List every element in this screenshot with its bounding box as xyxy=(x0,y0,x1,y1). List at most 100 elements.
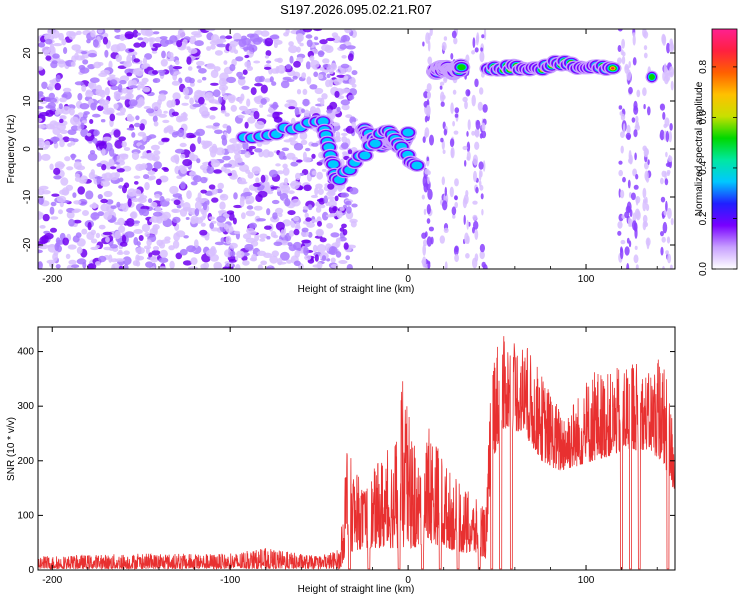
noise-speck xyxy=(184,95,190,100)
snr-panel: -200 -100 0 100 0 100 200 300 400 Height of stra… xyxy=(6,326,676,595)
y-tick-label: -10 xyxy=(22,189,33,204)
noise-speck xyxy=(76,165,86,171)
noise-speck xyxy=(95,245,100,249)
noise-speck xyxy=(100,119,106,123)
noise-speck xyxy=(326,109,333,114)
noise-speck xyxy=(482,160,486,172)
noise-speck xyxy=(188,152,195,161)
noise-speck xyxy=(38,91,44,96)
noise-speck xyxy=(294,250,301,258)
noise-speck xyxy=(142,57,147,66)
noise-speck xyxy=(659,103,666,111)
noise-speck xyxy=(442,200,448,211)
noise-speck xyxy=(257,190,268,198)
noise-speck xyxy=(618,160,623,165)
noise-speck xyxy=(173,199,181,206)
noise-speck xyxy=(443,36,448,41)
noise-speck xyxy=(115,54,122,62)
noise-speck xyxy=(115,165,121,169)
noise-speck xyxy=(189,143,196,153)
noise-speck xyxy=(635,196,641,204)
noise-speck xyxy=(163,110,168,114)
noise-speck xyxy=(50,216,59,220)
noise-speck xyxy=(89,77,100,83)
noise-speck xyxy=(343,242,349,250)
noise-speck xyxy=(289,55,294,64)
noise-speck xyxy=(280,229,286,238)
noise-speck xyxy=(119,241,128,247)
noise-speck xyxy=(245,169,251,174)
spectrogram-x-axis-label: Height of straight line (km) xyxy=(298,284,415,295)
noise-speck xyxy=(226,76,237,84)
noise-speck xyxy=(179,208,188,217)
noise-speck xyxy=(38,196,44,205)
noise-speck xyxy=(474,141,480,150)
noise-speck xyxy=(632,57,637,66)
noise-speck xyxy=(482,104,488,113)
noise-speck xyxy=(324,45,334,53)
noise-speck xyxy=(63,47,68,54)
noise-speck xyxy=(161,50,166,59)
noise-speck xyxy=(295,159,303,163)
noise-speck xyxy=(206,46,212,51)
noise-speck xyxy=(114,230,121,240)
noise-speck xyxy=(86,132,92,137)
noise-speck xyxy=(464,232,469,244)
noise-speck xyxy=(239,115,245,119)
noise-speck xyxy=(87,82,94,89)
noise-speck xyxy=(453,130,459,135)
noise-speck xyxy=(229,250,236,257)
noise-speck xyxy=(71,44,81,51)
noise-speck xyxy=(244,151,251,158)
noise-speck xyxy=(268,169,278,178)
noise-speck xyxy=(172,73,178,81)
noise-speck xyxy=(427,32,431,41)
noise-speck xyxy=(214,129,223,135)
noise-speck xyxy=(628,61,631,68)
noise-speck xyxy=(188,77,195,84)
noise-speck xyxy=(130,211,138,219)
noise-speck xyxy=(343,75,349,81)
noise-speck xyxy=(218,222,226,228)
noise-speck xyxy=(275,207,284,215)
noise-speck xyxy=(118,136,126,142)
noise-speck xyxy=(209,222,214,229)
noise-speck xyxy=(351,83,357,88)
noise-speck xyxy=(108,158,115,166)
noise-speck xyxy=(275,163,281,167)
noise-speck xyxy=(139,41,147,48)
noise-speck xyxy=(219,201,226,210)
noise-speck xyxy=(153,150,161,156)
noise-speck xyxy=(44,96,51,103)
noise-speck xyxy=(643,104,646,110)
noise-speck xyxy=(98,72,108,77)
noise-speck xyxy=(335,239,341,248)
noise-speck xyxy=(477,101,483,111)
noise-speck xyxy=(232,217,237,225)
noise-speck xyxy=(290,180,300,190)
noise-speck xyxy=(465,190,469,197)
y-tick-label: 100 xyxy=(17,510,34,521)
noise-speck xyxy=(59,97,67,103)
noise-speck xyxy=(620,145,624,154)
noise-speck xyxy=(74,176,82,182)
noise-speck xyxy=(73,219,82,224)
noise-speck xyxy=(70,61,76,67)
noise-speck xyxy=(243,191,253,197)
noise-speck xyxy=(628,154,633,165)
noise-speck xyxy=(642,220,647,231)
ridge-1 xyxy=(426,58,471,81)
noise-speck xyxy=(628,86,633,95)
noise-speck xyxy=(311,219,318,223)
noise-speck xyxy=(82,59,89,65)
noise-speck xyxy=(479,250,485,260)
noise-speck xyxy=(665,130,670,143)
noise-speck xyxy=(114,139,124,149)
noise-speck xyxy=(330,264,339,268)
noise-speck xyxy=(109,74,116,78)
noise-speck xyxy=(44,140,51,149)
noise-speck xyxy=(482,264,488,269)
noise-speck xyxy=(351,203,358,208)
noise-speck xyxy=(467,119,471,131)
noise-speck xyxy=(453,37,458,45)
